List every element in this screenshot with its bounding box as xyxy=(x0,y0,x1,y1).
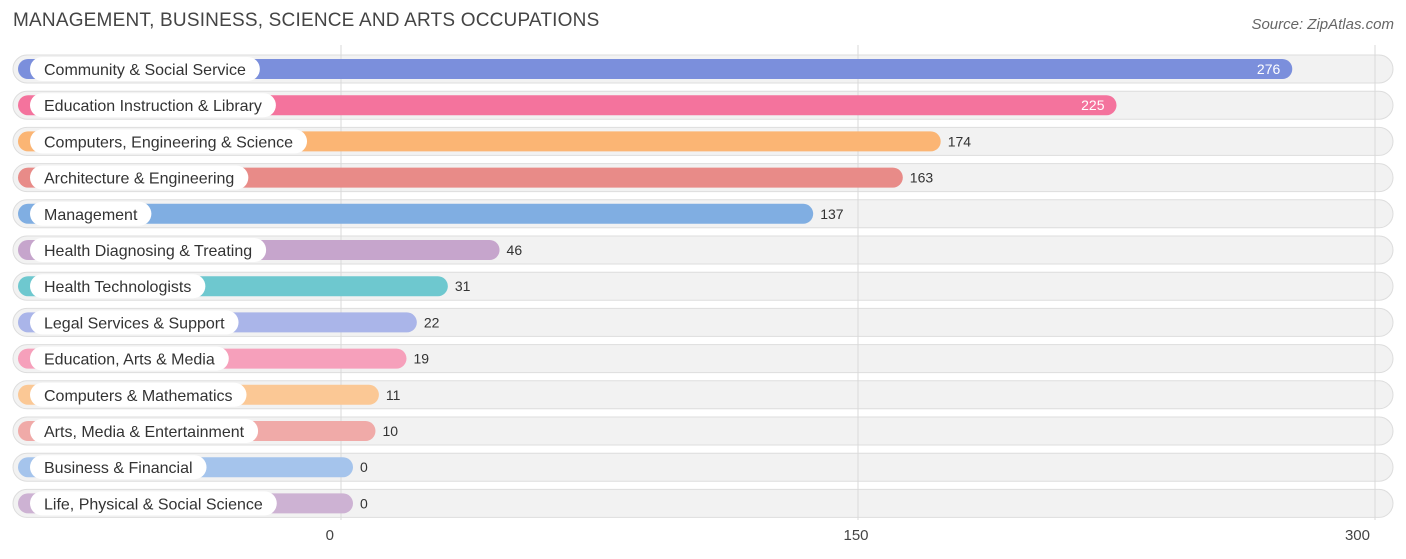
bars: Community & Social Service Education Inst… xyxy=(18,57,1293,516)
category-label-pill xyxy=(30,57,260,81)
value-label: 46 xyxy=(507,242,523,258)
category-label-pill xyxy=(30,491,277,516)
row-background xyxy=(12,452,1394,482)
category-label: Health Diagnosing & Treating xyxy=(44,243,252,260)
category-label: Health Technologists xyxy=(44,279,191,296)
x-tick-label: 150 xyxy=(843,527,868,544)
value-label: 276 xyxy=(1257,61,1281,77)
bar xyxy=(18,203,814,224)
category-label: Business & Financial xyxy=(44,460,193,477)
category-label: Computers & Mathematics xyxy=(44,388,233,405)
category-label-pill xyxy=(30,419,259,443)
value-label: 163 xyxy=(910,170,934,186)
value-label: 174 xyxy=(948,133,972,149)
category-label: Architecture & Engineering xyxy=(44,171,234,188)
category-label: Legal Services & Support xyxy=(44,315,225,332)
value-label: 19 xyxy=(413,351,429,367)
x-tick-label: 0 xyxy=(326,527,334,544)
category-label: Life, Physical & Social Science xyxy=(44,496,263,513)
category-label-pill xyxy=(30,346,229,371)
value-label: 225 xyxy=(1081,97,1105,113)
category-label-pill xyxy=(30,165,249,190)
category-label-pill xyxy=(30,201,152,226)
category-label-pill xyxy=(30,93,276,118)
category-label-pill xyxy=(30,310,239,335)
value-label: 0 xyxy=(360,459,368,475)
chart-title: MANAGEMENT, BUSINESS, SCIENCE AND ARTS O… xyxy=(13,10,600,31)
x-tick-label: 300 xyxy=(1345,527,1370,544)
x-axis-ticks: 0 150 300 xyxy=(326,527,1370,544)
category-label-pill xyxy=(30,455,207,480)
value-label: 11 xyxy=(386,387,401,403)
category-label: Community & Social Service xyxy=(44,62,246,79)
row-background xyxy=(12,488,1394,518)
bar xyxy=(18,59,1293,79)
bar xyxy=(18,95,1117,116)
value-label: 22 xyxy=(424,314,440,330)
value-label: 31 xyxy=(455,278,471,294)
category-label: Education Instruction & Library xyxy=(44,98,262,115)
category-label-pill xyxy=(30,382,247,407)
category-label-pill xyxy=(30,274,206,299)
value-label: 0 xyxy=(360,495,368,511)
category-label: Arts, Media & Entertainment xyxy=(44,424,245,441)
category-label-pill xyxy=(30,129,308,154)
source-note: Source: ZipAtlas.com xyxy=(1251,16,1394,33)
category-label: Education, Arts & Media xyxy=(44,352,215,369)
value-label: 137 xyxy=(820,206,844,222)
value-label: 10 xyxy=(382,423,398,439)
value-labels: 276 225 174 163 137 46 31 22 19 11 10 0 0 xyxy=(360,61,1280,511)
category-label: Management xyxy=(44,207,138,224)
category-label: Computers, Engineering & Science xyxy=(44,134,293,151)
category-label-pill xyxy=(30,238,267,262)
